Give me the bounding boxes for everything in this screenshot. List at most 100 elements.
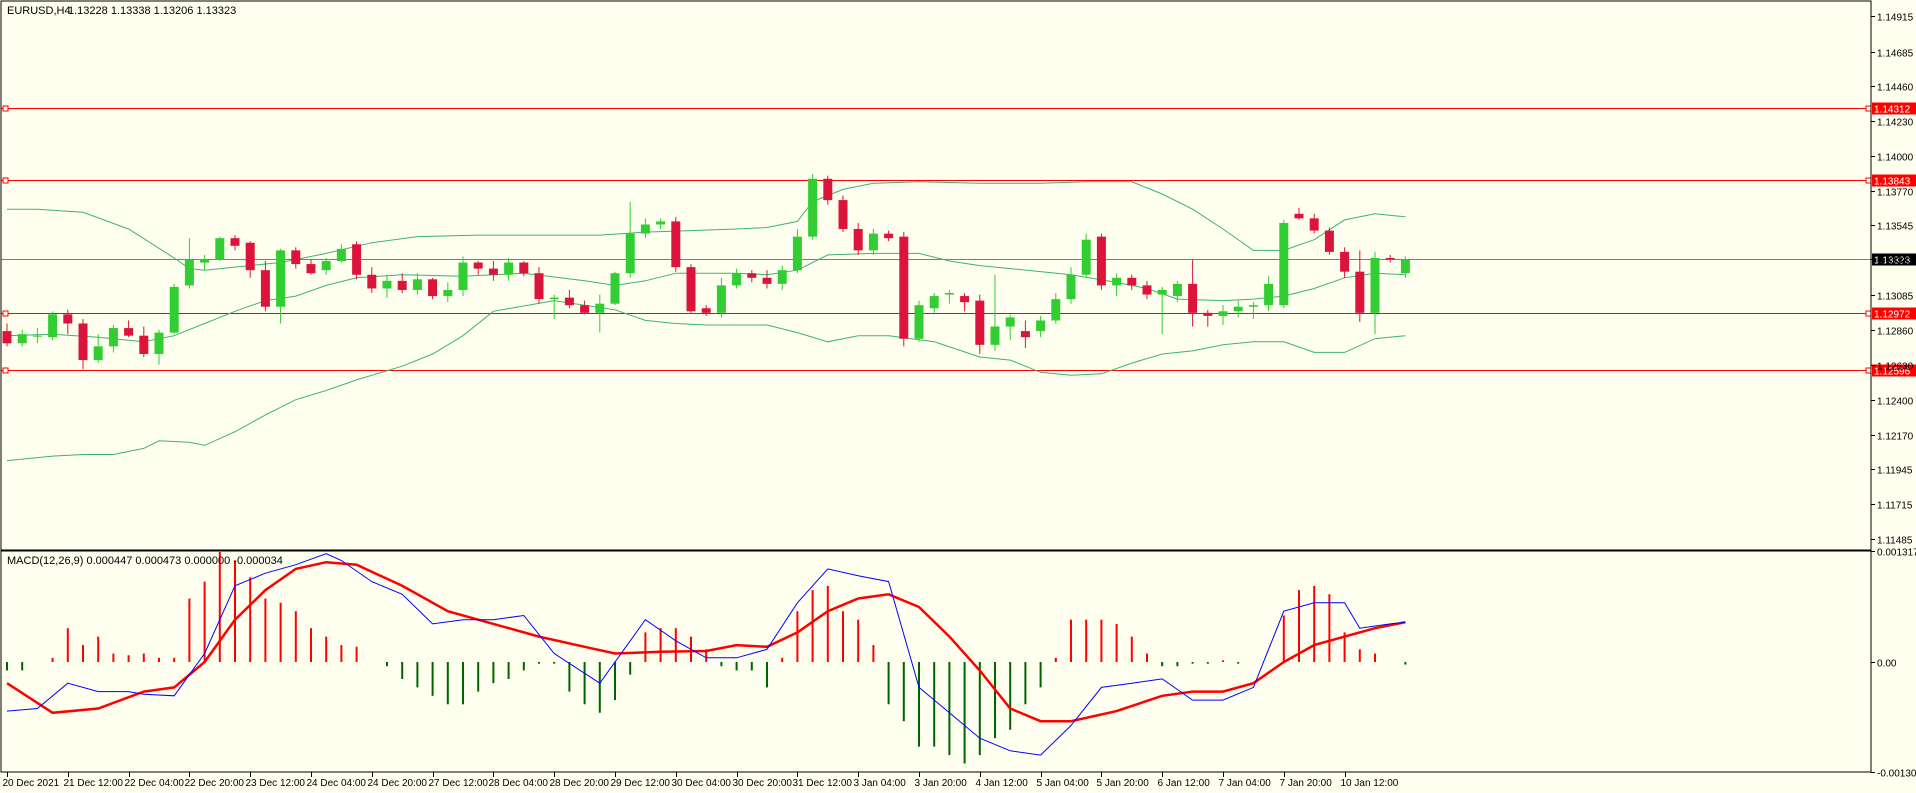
price-tick-label: 1.11715 xyxy=(1877,501,1913,512)
candle-body xyxy=(1081,239,1091,275)
price-label: 1.12596 xyxy=(1874,367,1911,378)
candle-body xyxy=(352,244,362,275)
candle-body xyxy=(929,296,939,309)
candle-body xyxy=(1294,213,1304,219)
time-tick-label: 3 Jan 04:00 xyxy=(854,778,907,789)
candle-body xyxy=(260,270,270,307)
candle-body xyxy=(1051,299,1061,321)
time-tick-label: 28 Dec 20:00 xyxy=(550,778,610,789)
price-tick-label: 1.12860 xyxy=(1877,327,1914,338)
candle-body xyxy=(762,277,772,284)
price-tick-label: 1.13085 xyxy=(1877,292,1914,303)
price-label: 1.14312 xyxy=(1874,105,1911,116)
candle-body xyxy=(1112,277,1122,286)
candle-body xyxy=(1157,289,1167,295)
candle-body xyxy=(1309,218,1319,231)
candle-body xyxy=(200,259,210,263)
time-tick-label: 5 Jan 20:00 xyxy=(1097,778,1150,789)
candle-body xyxy=(1248,305,1258,307)
signal-line xyxy=(6,560,1406,723)
time-tick-label: 10 Jan 12:00 xyxy=(1341,778,1399,789)
candle-body xyxy=(367,274,377,289)
level-anchor xyxy=(2,177,9,184)
price-header-symbol: EURUSD,H4 xyxy=(7,5,71,17)
price-label-box xyxy=(1872,307,1916,320)
candle-body xyxy=(853,229,863,251)
candle-body xyxy=(428,279,438,297)
candle-body xyxy=(1127,277,1137,286)
candle-body xyxy=(184,259,194,286)
candle-body xyxy=(732,273,742,286)
price-tick-label: 1.14000 xyxy=(1877,153,1914,164)
candle-body xyxy=(1036,320,1046,332)
price-tick-label: 1.14230 xyxy=(1877,118,1914,129)
candle-body xyxy=(1370,257,1380,313)
macd-line xyxy=(6,553,1406,756)
time-tick-label: 24 Dec 04:00 xyxy=(307,778,367,789)
price-tick-label: 1.13323 xyxy=(1877,256,1914,267)
time-tick-label: 3 Jan 20:00 xyxy=(915,778,968,789)
level-anchor xyxy=(1865,105,1872,112)
candle-body xyxy=(580,305,590,313)
candle-body xyxy=(291,250,301,265)
candle-body xyxy=(671,221,681,268)
candle-body xyxy=(1218,311,1228,316)
candle-body xyxy=(169,286,179,333)
candle-body xyxy=(640,224,650,234)
level-anchor xyxy=(2,310,9,317)
candle-body xyxy=(382,280,392,289)
candle-body xyxy=(990,326,1000,345)
candle-body xyxy=(656,221,666,225)
candle-body xyxy=(747,273,757,278)
time-tick-label: 24 Dec 20:00 xyxy=(368,778,428,789)
candle-body xyxy=(17,334,27,344)
price-tick-label: 1.13545 xyxy=(1877,222,1914,233)
time-tick-label: 5 Jan 04:00 xyxy=(1037,778,1090,789)
level-anchor xyxy=(2,367,9,374)
candle-body xyxy=(944,293,954,295)
price-axis: 1.14312 1.13843 1.13323 1.12972 1.12596 1.149… xyxy=(1871,13,1916,547)
candle-body xyxy=(1355,271,1365,313)
candle-body xyxy=(245,242,255,271)
price-label: 1.13843 xyxy=(1874,177,1911,188)
candle-body xyxy=(838,200,848,230)
main-panel-border xyxy=(0,0,1872,551)
main-plot-area[interactable] xyxy=(1,105,1872,462)
candle-body xyxy=(1279,222,1289,306)
candle-body xyxy=(276,250,286,307)
candle-body xyxy=(1066,274,1076,300)
price-label-box xyxy=(1872,364,1916,377)
candle-body xyxy=(777,270,787,284)
time-tick-label: 4 Jan 12:00 xyxy=(976,778,1029,789)
candle-body xyxy=(519,262,529,274)
price-tick-label: 1.13770 xyxy=(1877,188,1914,199)
time-tick-label: 22 Dec 20:00 xyxy=(185,778,245,789)
level-anchor xyxy=(1865,177,1872,184)
candle-body xyxy=(549,297,559,300)
time-tick-label: 20 Dec 2021 xyxy=(3,778,60,789)
time-tick-label: 30 Dec 20:00 xyxy=(733,778,793,789)
time-axis: 20 Dec 2021 21 Dec 12:00 22 Dec 04:00 22 De… xyxy=(3,772,1399,789)
candle-body xyxy=(960,296,970,303)
time-tick-label: 23 Dec 12:00 xyxy=(246,778,306,789)
candle-body xyxy=(93,346,103,361)
candle-body xyxy=(914,305,924,339)
macd-plot-area[interactable] xyxy=(6,552,1407,764)
time-tick-label: 7 Jan 04:00 xyxy=(1219,778,1272,789)
macd-axis: 0.001317 0.00 -0.001304 xyxy=(1871,548,1916,780)
candle-body xyxy=(1188,283,1198,313)
candle-body xyxy=(443,289,453,297)
time-tick-label: 30 Dec 04:00 xyxy=(672,778,732,789)
candle-body xyxy=(884,233,894,239)
candle-body xyxy=(1385,257,1395,260)
time-tick-label: 22 Dec 04:00 xyxy=(125,778,185,789)
candle-body xyxy=(412,279,422,290)
candle-body xyxy=(488,268,498,275)
candle-body xyxy=(1005,317,1015,327)
price-label-box xyxy=(1872,102,1916,115)
candle-body xyxy=(306,264,316,274)
price-tick-label: 1.12400 xyxy=(1877,397,1914,408)
price-tick-label: 1.11945 xyxy=(1877,466,1913,477)
price-tick-label: 1.11485 xyxy=(1877,536,1913,547)
